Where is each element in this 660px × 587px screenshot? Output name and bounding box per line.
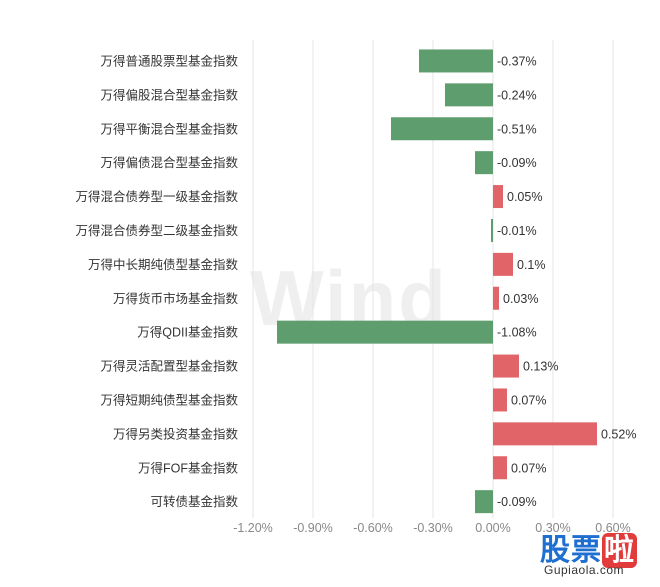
bar — [475, 490, 493, 514]
value-labels: -0.37% -0.24% -0.51% -0.09% 0.05% -0.01% 0.1% 0… — [497, 54, 636, 509]
category-label: 可转债基金指数 — [150, 494, 238, 509]
logo-subtitle: Gupiaola.com — [544, 563, 625, 577]
value-label: -0.09% — [497, 156, 537, 170]
bar — [419, 49, 493, 73]
bar — [493, 422, 597, 446]
value-label: 0.13% — [523, 360, 558, 374]
bar — [493, 354, 519, 378]
logo-char-1: 股 — [540, 533, 571, 568]
category-label: 万得货币市场基金指数 — [113, 291, 239, 306]
category-labels: 万得普通股票型基金指数万得偏股混合型基金指数万得平衡混合型基金指数万得偏债混合型… — [75, 53, 238, 509]
value-label: -0.37% — [497, 54, 537, 68]
bar — [493, 252, 513, 276]
x-tick-label: -0.90% — [293, 521, 333, 535]
bar — [475, 151, 493, 175]
bars — [277, 49, 597, 514]
bar — [491, 218, 493, 242]
x-tick-label: 0.30% — [535, 521, 570, 535]
category-label: 万得平衡混合型基金指数 — [100, 121, 238, 136]
category-label: 万得混合债券型二级基金指数 — [75, 223, 238, 238]
x-tick-label: -0.60% — [353, 521, 393, 535]
category-label: 万得灵活配置型基金指数 — [100, 359, 238, 374]
logo-char-2: 票 — [571, 533, 602, 568]
bar — [493, 388, 507, 412]
value-label: 0.52% — [601, 427, 636, 441]
value-label: 0.1% — [517, 258, 546, 272]
category-label: 万得中长期纯债型基金指数 — [88, 257, 239, 272]
x-tick-label: 0.60% — [595, 521, 630, 535]
bar — [493, 185, 503, 209]
x-tick-label: -0.30% — [413, 521, 453, 535]
category-label: 万得短期纯债型基金指数 — [100, 392, 238, 407]
logo-char-3: 啦 — [602, 533, 637, 568]
x-axis-ticks: -1.20% -0.90% -0.60% -0.30% 0.00% 0.30% 0.60% — [233, 521, 631, 535]
value-label: -0.01% — [497, 224, 537, 238]
bar — [277, 320, 493, 344]
logo-wordmark: 股票啦 — [540, 525, 637, 569]
category-label: 万得FOF基金指数 — [138, 460, 238, 475]
x-tick-label: -1.20% — [233, 521, 273, 535]
value-label: 0.05% — [507, 190, 542, 204]
category-label: 万得普通股票型基金指数 — [100, 53, 238, 68]
value-label: -0.51% — [497, 122, 537, 136]
value-label: -0.09% — [497, 495, 537, 509]
category-label: 万得另类投资基金指数 — [113, 426, 239, 441]
value-label: -0.24% — [497, 88, 537, 102]
gupiaola-logo: 股票啦 Gupiaola.com — [540, 525, 658, 583]
value-label: 0.07% — [511, 461, 546, 475]
value-label: 0.07% — [511, 393, 546, 407]
bar — [391, 117, 493, 141]
bar — [493, 456, 507, 480]
bar — [445, 83, 493, 107]
x-tick-label: 0.00% — [475, 521, 510, 535]
value-label: -1.08% — [497, 326, 537, 340]
category-label: 万得混合债券型一级基金指数 — [75, 189, 238, 204]
value-label: 0.03% — [503, 292, 538, 306]
bar — [493, 286, 499, 310]
category-label: 万得偏股混合型基金指数 — [100, 87, 238, 102]
category-label: 万得偏债混合型基金指数 — [100, 155, 238, 170]
category-label: 万得QDII基金指数 — [137, 325, 238, 340]
